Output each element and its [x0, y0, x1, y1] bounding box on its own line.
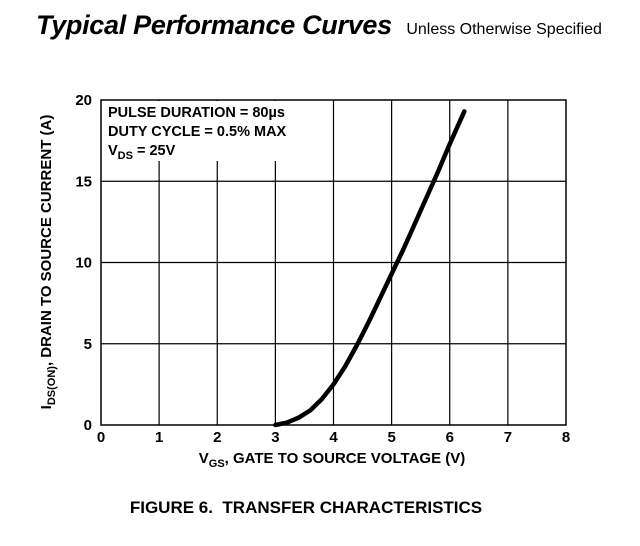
chart-grid: [101, 100, 566, 425]
y-tick-label: 5: [84, 336, 92, 353]
y-tick-label: 15: [75, 173, 92, 190]
y-tick-labels: 0 5 10 15 20: [75, 92, 92, 434]
x-tick-label: 2: [213, 429, 221, 446]
page-header: Typical Performance Curves Unless Otherw…: [36, 10, 602, 41]
annotation-line: DUTY CYCLE = 0.5% MAX: [108, 124, 287, 140]
section-subtitle: Unless Otherwise Specified: [406, 21, 602, 38]
x-tick-label: 7: [504, 429, 512, 446]
annotation-line: VDS = 25V: [108, 143, 176, 162]
x-tick-labels: 0 1 2 3 4 5 6 7 8: [97, 429, 570, 446]
x-axis-label: VGS, GATE TO SOURCE VOLTAGE (V): [199, 450, 466, 470]
x-tick-label: 5: [387, 429, 395, 446]
annotation-text: PULSE DURATION = 80µs DUTY CYCLE = 0.5% M…: [108, 105, 287, 162]
x-tick-label: 3: [271, 429, 279, 446]
y-axis-label: IDS(ON), DRAIN TO SOURCE CURRENT (A): [38, 115, 58, 410]
figure-caption: FIGURE 6. TRANSFER CHARACTERISTICS: [129, 498, 483, 517]
x-tick-label: 1: [155, 429, 163, 446]
section-title: Typical Performance Curves: [36, 10, 392, 40]
transfer-curve: [273, 109, 467, 428]
x-tick-label: 6: [446, 429, 454, 446]
y-tick-label: 10: [75, 255, 92, 272]
annotation-line: PULSE DURATION = 80µs: [108, 105, 285, 121]
y-tick-label: 0: [84, 417, 92, 434]
y-tick-label: 20: [75, 92, 92, 109]
x-tick-label: 4: [329, 429, 338, 446]
x-tick-label: 8: [562, 429, 570, 446]
plot-frame: [100, 99, 567, 426]
annotation-box: [102, 101, 310, 161]
x-tick-label: 0: [97, 429, 105, 446]
